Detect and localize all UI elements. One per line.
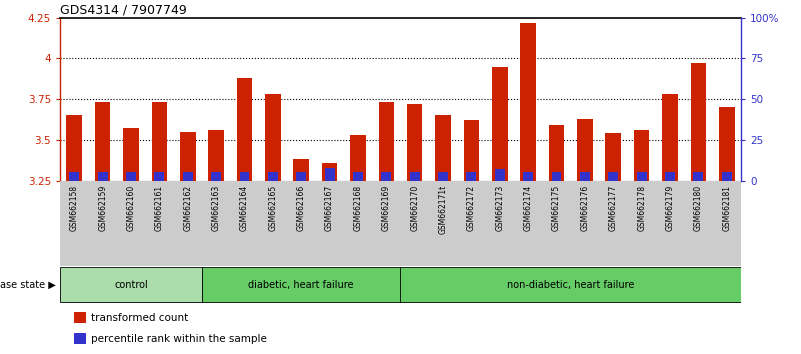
- Bar: [126, 172, 136, 181]
- Text: GSM662179: GSM662179: [666, 185, 674, 231]
- Bar: [722, 172, 731, 181]
- Bar: [690, 63, 706, 181]
- Text: GSM662158: GSM662158: [70, 185, 78, 231]
- Bar: [606, 133, 621, 181]
- Text: GSM662172: GSM662172: [467, 185, 476, 231]
- Bar: [400, 268, 741, 302]
- Bar: [151, 102, 167, 181]
- Bar: [324, 167, 335, 181]
- Bar: [350, 135, 366, 181]
- Bar: [183, 172, 193, 181]
- Text: GSM662171t: GSM662171t: [439, 185, 448, 234]
- Bar: [438, 172, 448, 181]
- Bar: [208, 130, 224, 181]
- Bar: [202, 268, 400, 302]
- Bar: [155, 172, 164, 181]
- Text: GSM662168: GSM662168: [353, 185, 362, 231]
- Text: GSM662176: GSM662176: [581, 185, 590, 231]
- Text: diabetic, heart failure: diabetic, heart failure: [248, 280, 354, 290]
- Text: GSM662159: GSM662159: [99, 185, 107, 231]
- Bar: [98, 172, 107, 181]
- Text: GSM662160: GSM662160: [127, 185, 135, 231]
- Text: GSM662180: GSM662180: [694, 185, 702, 231]
- Bar: [293, 159, 309, 181]
- Bar: [466, 172, 477, 181]
- Text: disease state ▶: disease state ▶: [0, 280, 56, 290]
- Bar: [407, 104, 422, 181]
- Bar: [577, 119, 593, 181]
- Bar: [60, 268, 202, 302]
- Bar: [66, 115, 82, 181]
- Text: GSM662175: GSM662175: [552, 185, 561, 231]
- Text: GDS4314 / 7907749: GDS4314 / 7907749: [60, 4, 187, 17]
- Text: GSM662162: GSM662162: [183, 185, 192, 231]
- Bar: [662, 94, 678, 181]
- Text: GSM662173: GSM662173: [495, 185, 505, 231]
- Bar: [694, 172, 703, 181]
- Bar: [322, 162, 337, 181]
- Bar: [637, 172, 646, 181]
- Bar: [265, 94, 280, 181]
- Bar: [580, 172, 590, 181]
- Bar: [268, 172, 278, 181]
- Text: GSM662161: GSM662161: [155, 185, 164, 231]
- Bar: [296, 172, 306, 181]
- Bar: [211, 172, 221, 181]
- Bar: [608, 172, 618, 181]
- Bar: [353, 172, 363, 181]
- Bar: [521, 23, 536, 181]
- Bar: [239, 172, 249, 181]
- Bar: [435, 115, 451, 181]
- Bar: [381, 172, 391, 181]
- Text: GSM662167: GSM662167: [325, 185, 334, 231]
- Text: non-diabetic, heart failure: non-diabetic, heart failure: [507, 280, 634, 290]
- Bar: [464, 120, 479, 181]
- Text: GSM662178: GSM662178: [637, 185, 646, 231]
- Bar: [74, 333, 86, 344]
- Text: transformed count: transformed count: [91, 313, 188, 323]
- Bar: [236, 78, 252, 181]
- Text: GSM662174: GSM662174: [524, 185, 533, 231]
- Bar: [95, 102, 111, 181]
- Text: control: control: [114, 280, 148, 290]
- Bar: [634, 130, 650, 181]
- Bar: [492, 67, 508, 181]
- Bar: [552, 172, 562, 181]
- Text: percentile rank within the sample: percentile rank within the sample: [91, 333, 267, 344]
- Bar: [123, 129, 139, 181]
- Text: GSM662166: GSM662166: [296, 185, 306, 231]
- Bar: [719, 107, 735, 181]
- Bar: [70, 172, 79, 181]
- Bar: [379, 102, 394, 181]
- Text: GSM662177: GSM662177: [609, 185, 618, 231]
- Text: GSM662181: GSM662181: [723, 185, 731, 231]
- Bar: [523, 172, 533, 181]
- Bar: [180, 132, 195, 181]
- Text: GSM662169: GSM662169: [382, 185, 391, 231]
- Bar: [74, 312, 86, 323]
- Text: GSM662164: GSM662164: [240, 185, 249, 231]
- Bar: [665, 172, 675, 181]
- Bar: [549, 125, 565, 181]
- Text: GSM662170: GSM662170: [410, 185, 419, 231]
- Text: GSM662163: GSM662163: [211, 185, 220, 231]
- Text: GSM662165: GSM662165: [268, 185, 277, 231]
- Bar: [495, 169, 505, 181]
- Bar: [410, 172, 420, 181]
